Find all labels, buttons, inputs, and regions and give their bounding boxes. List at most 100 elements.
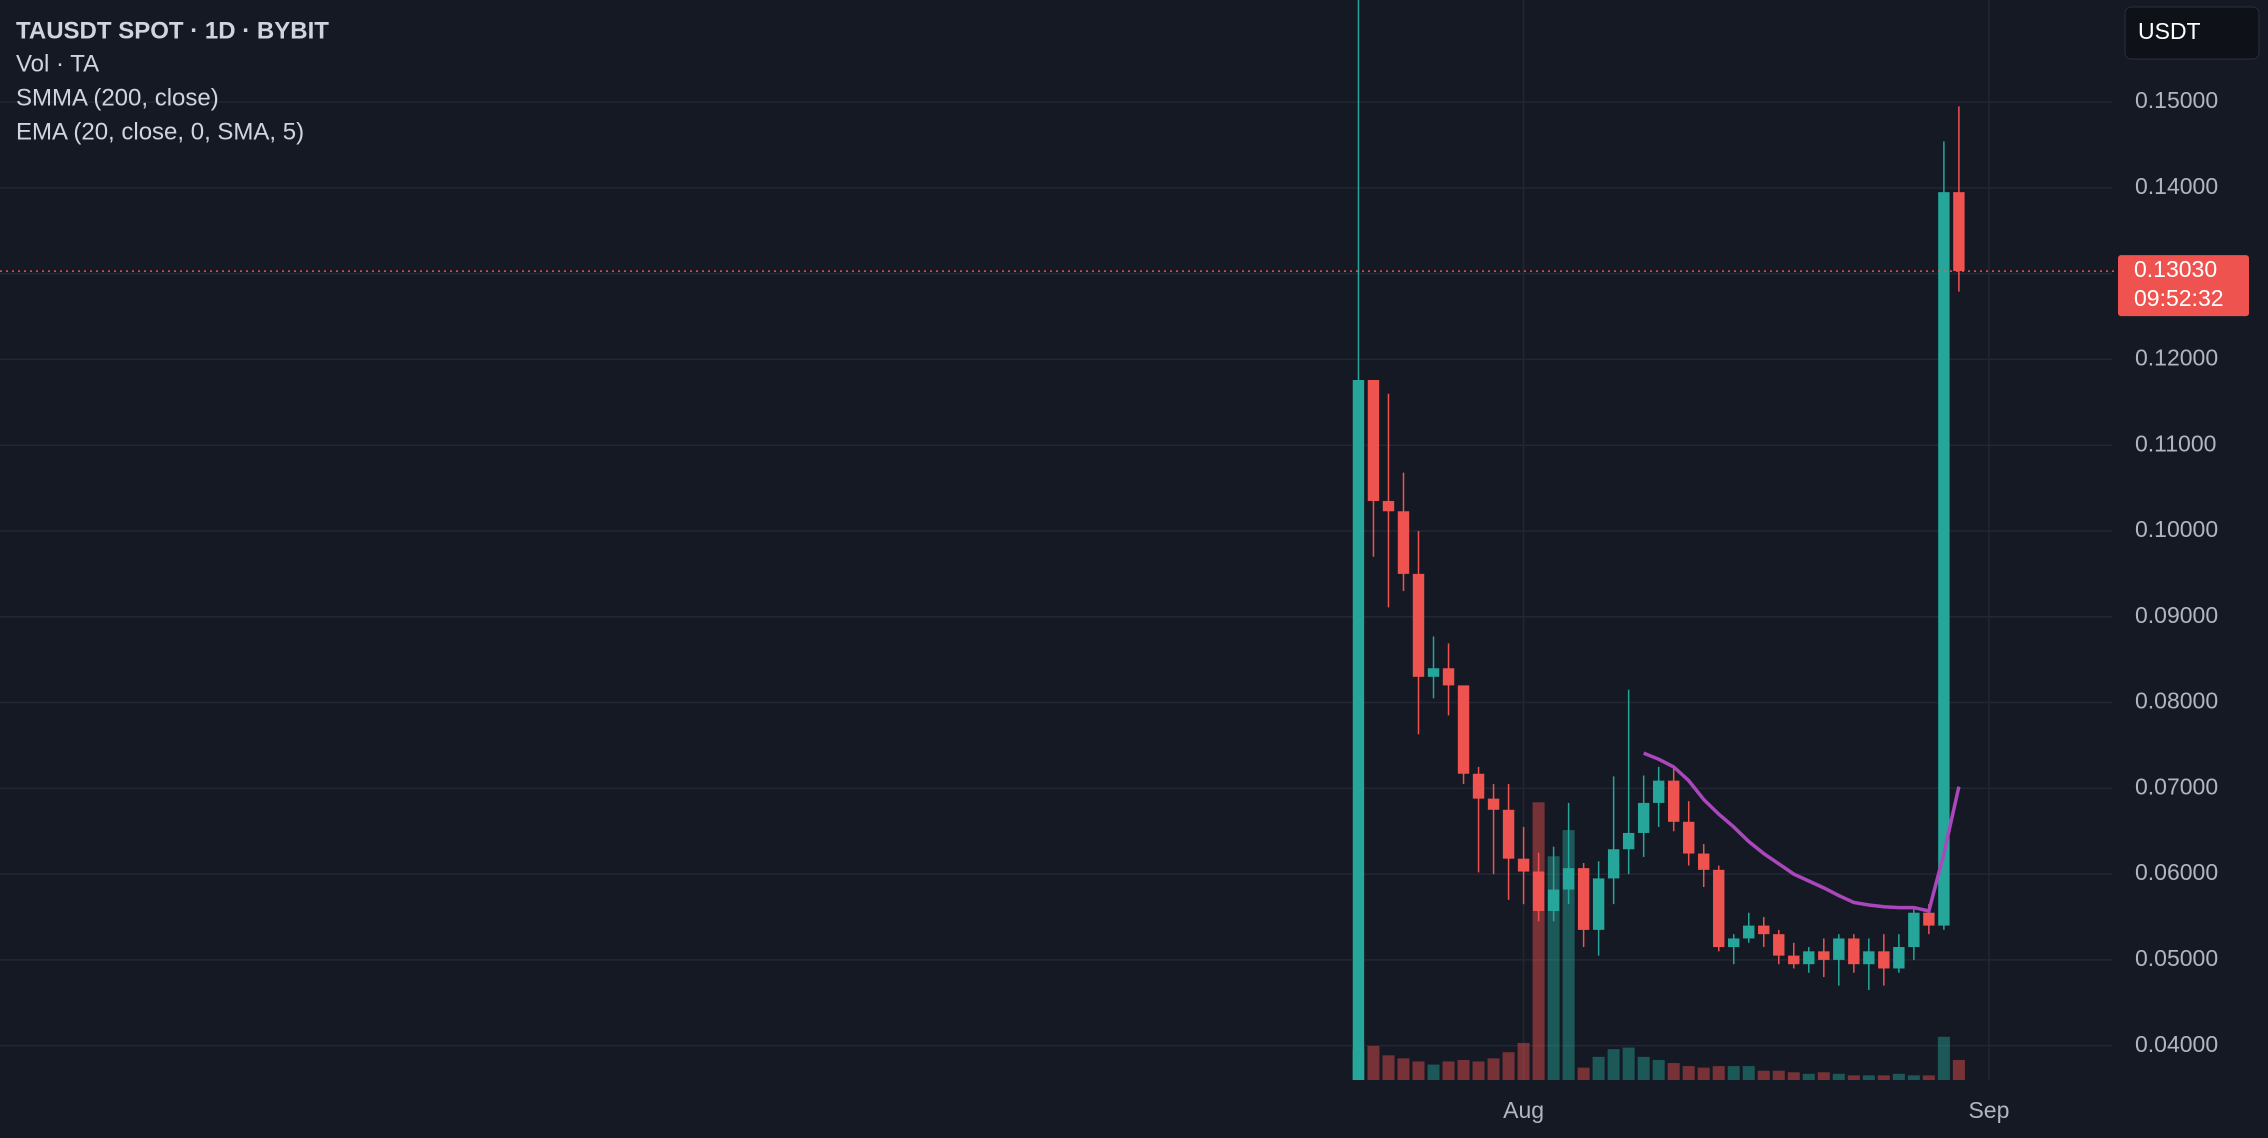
countdown-label: 09:52:32 bbox=[2134, 285, 2224, 311]
candle-body bbox=[1442, 668, 1455, 686]
volume-bar bbox=[1427, 1064, 1440, 1080]
candle-body bbox=[1517, 858, 1530, 872]
candle-body bbox=[1667, 780, 1680, 822]
candle-body bbox=[1367, 380, 1380, 501]
volume-bar bbox=[1802, 1073, 1815, 1080]
y-tick-label: 0.15000 bbox=[2135, 87, 2218, 113]
volume-bar bbox=[1667, 1063, 1680, 1080]
candle-body bbox=[1953, 192, 1965, 272]
candle-body bbox=[1803, 951, 1815, 965]
candle-body bbox=[1743, 925, 1755, 939]
candle-body bbox=[1637, 802, 1650, 833]
currency-label[interactable]: USDT bbox=[2138, 18, 2201, 44]
candle-body bbox=[1863, 951, 1875, 965]
volume-bar bbox=[1412, 1061, 1425, 1080]
candle-body bbox=[1713, 869, 1725, 948]
volume-bar bbox=[1892, 1073, 1905, 1080]
candle-body bbox=[1652, 780, 1665, 803]
volume-bar bbox=[1547, 856, 1560, 1080]
volume-bar bbox=[1592, 1056, 1605, 1080]
candle-body bbox=[1908, 912, 1920, 948]
volume-bar bbox=[1922, 1075, 1935, 1080]
last-price-box bbox=[2118, 255, 2249, 317]
volume-bar bbox=[1517, 1042, 1530, 1080]
volume-bar bbox=[1502, 1052, 1515, 1080]
candle-body bbox=[1848, 938, 1860, 965]
candle-body bbox=[1622, 832, 1635, 850]
volume-bar bbox=[1757, 1070, 1770, 1080]
volume-bar bbox=[1637, 1056, 1650, 1080]
ema-line bbox=[1643, 751, 1961, 914]
y-tick-label: 0.11000 bbox=[2135, 430, 2216, 456]
volume-bar bbox=[1712, 1066, 1725, 1080]
volume-bar bbox=[1727, 1066, 1740, 1080]
candle-body bbox=[1923, 912, 1935, 926]
candle-body bbox=[1818, 951, 1830, 960]
candle-body bbox=[1547, 889, 1560, 912]
x-tick-label: Aug bbox=[1503, 1097, 1544, 1123]
volume-bar bbox=[1847, 1075, 1860, 1080]
volume-bar bbox=[1907, 1075, 1920, 1080]
currency-button[interactable] bbox=[2124, 6, 2260, 60]
volume-bar bbox=[1862, 1075, 1875, 1080]
volume-bar bbox=[1817, 1072, 1830, 1080]
y-tick-label: 0.14000 bbox=[2135, 173, 2218, 199]
volume-bar bbox=[1532, 802, 1545, 1080]
y-tick-label: 0.10000 bbox=[2135, 516, 2218, 542]
y-tick-label: 0.12000 bbox=[2135, 345, 2218, 371]
candle-body bbox=[1728, 938, 1740, 948]
y-tick-label: 0.05000 bbox=[2135, 945, 2218, 971]
volume-bar bbox=[1607, 1049, 1620, 1080]
grid bbox=[0, 0, 2112, 1080]
candle-body bbox=[1893, 947, 1905, 969]
volume-bar bbox=[1397, 1058, 1410, 1080]
candle-body bbox=[1472, 773, 1485, 799]
y-tick-label: 0.06000 bbox=[2135, 859, 2218, 885]
volume-bar bbox=[1772, 1070, 1785, 1080]
indicator: SMMA (200, close) bbox=[16, 84, 219, 111]
candle-body bbox=[1878, 951, 1890, 969]
candle-body bbox=[1682, 821, 1695, 854]
candle-body bbox=[1457, 685, 1470, 774]
volume-bar bbox=[1832, 1073, 1845, 1080]
volume-bar bbox=[1577, 1067, 1590, 1080]
y-tick-label: 0.08000 bbox=[2135, 688, 2218, 714]
chart-title: TAUSDT SPOT · 1D · BYBIT bbox=[16, 17, 329, 44]
candle-body bbox=[1758, 925, 1770, 935]
candle-body bbox=[1532, 871, 1545, 912]
y-tick-label: 0.04000 bbox=[2135, 1031, 2218, 1057]
volume-bar bbox=[1622, 1047, 1635, 1080]
volume-bar bbox=[1487, 1058, 1500, 1080]
y-tick-label: 0.07000 bbox=[2135, 773, 2218, 799]
candle-body bbox=[1562, 868, 1575, 890]
x-tick-label: Sep bbox=[1968, 1097, 2009, 1123]
volume-bar bbox=[1952, 1059, 1965, 1080]
volume-bar bbox=[1472, 1061, 1485, 1080]
candle-body bbox=[1773, 934, 1785, 956]
candle-body bbox=[1397, 511, 1410, 574]
volume-bar bbox=[1562, 830, 1575, 1080]
candle-body bbox=[1427, 668, 1440, 677]
volume-bar bbox=[1787, 1072, 1800, 1080]
candle-body bbox=[1502, 809, 1515, 859]
last-price-label: 0.13030 bbox=[2134, 256, 2217, 282]
volume-bar bbox=[1937, 1036, 1950, 1080]
marks bbox=[0, 0, 2118, 1081]
indicator: EMA (20, close, 0, SMA, 5) bbox=[16, 118, 304, 145]
candle-body bbox=[1577, 868, 1590, 930]
y-tick-label: 0.09000 bbox=[2135, 602, 2218, 628]
candle-body bbox=[1382, 500, 1395, 512]
volume-bar bbox=[1742, 1066, 1755, 1080]
indicator: Vol · TA bbox=[16, 50, 99, 77]
volume-bar bbox=[1382, 1055, 1395, 1080]
candle-body bbox=[1788, 955, 1800, 965]
candle-body bbox=[1938, 192, 1950, 926]
volume-bar bbox=[1652, 1059, 1665, 1080]
candle-body bbox=[1352, 380, 1365, 1081]
candle-body bbox=[1487, 798, 1500, 810]
volume-bar bbox=[1457, 1059, 1470, 1080]
candle-body bbox=[1698, 853, 1710, 870]
